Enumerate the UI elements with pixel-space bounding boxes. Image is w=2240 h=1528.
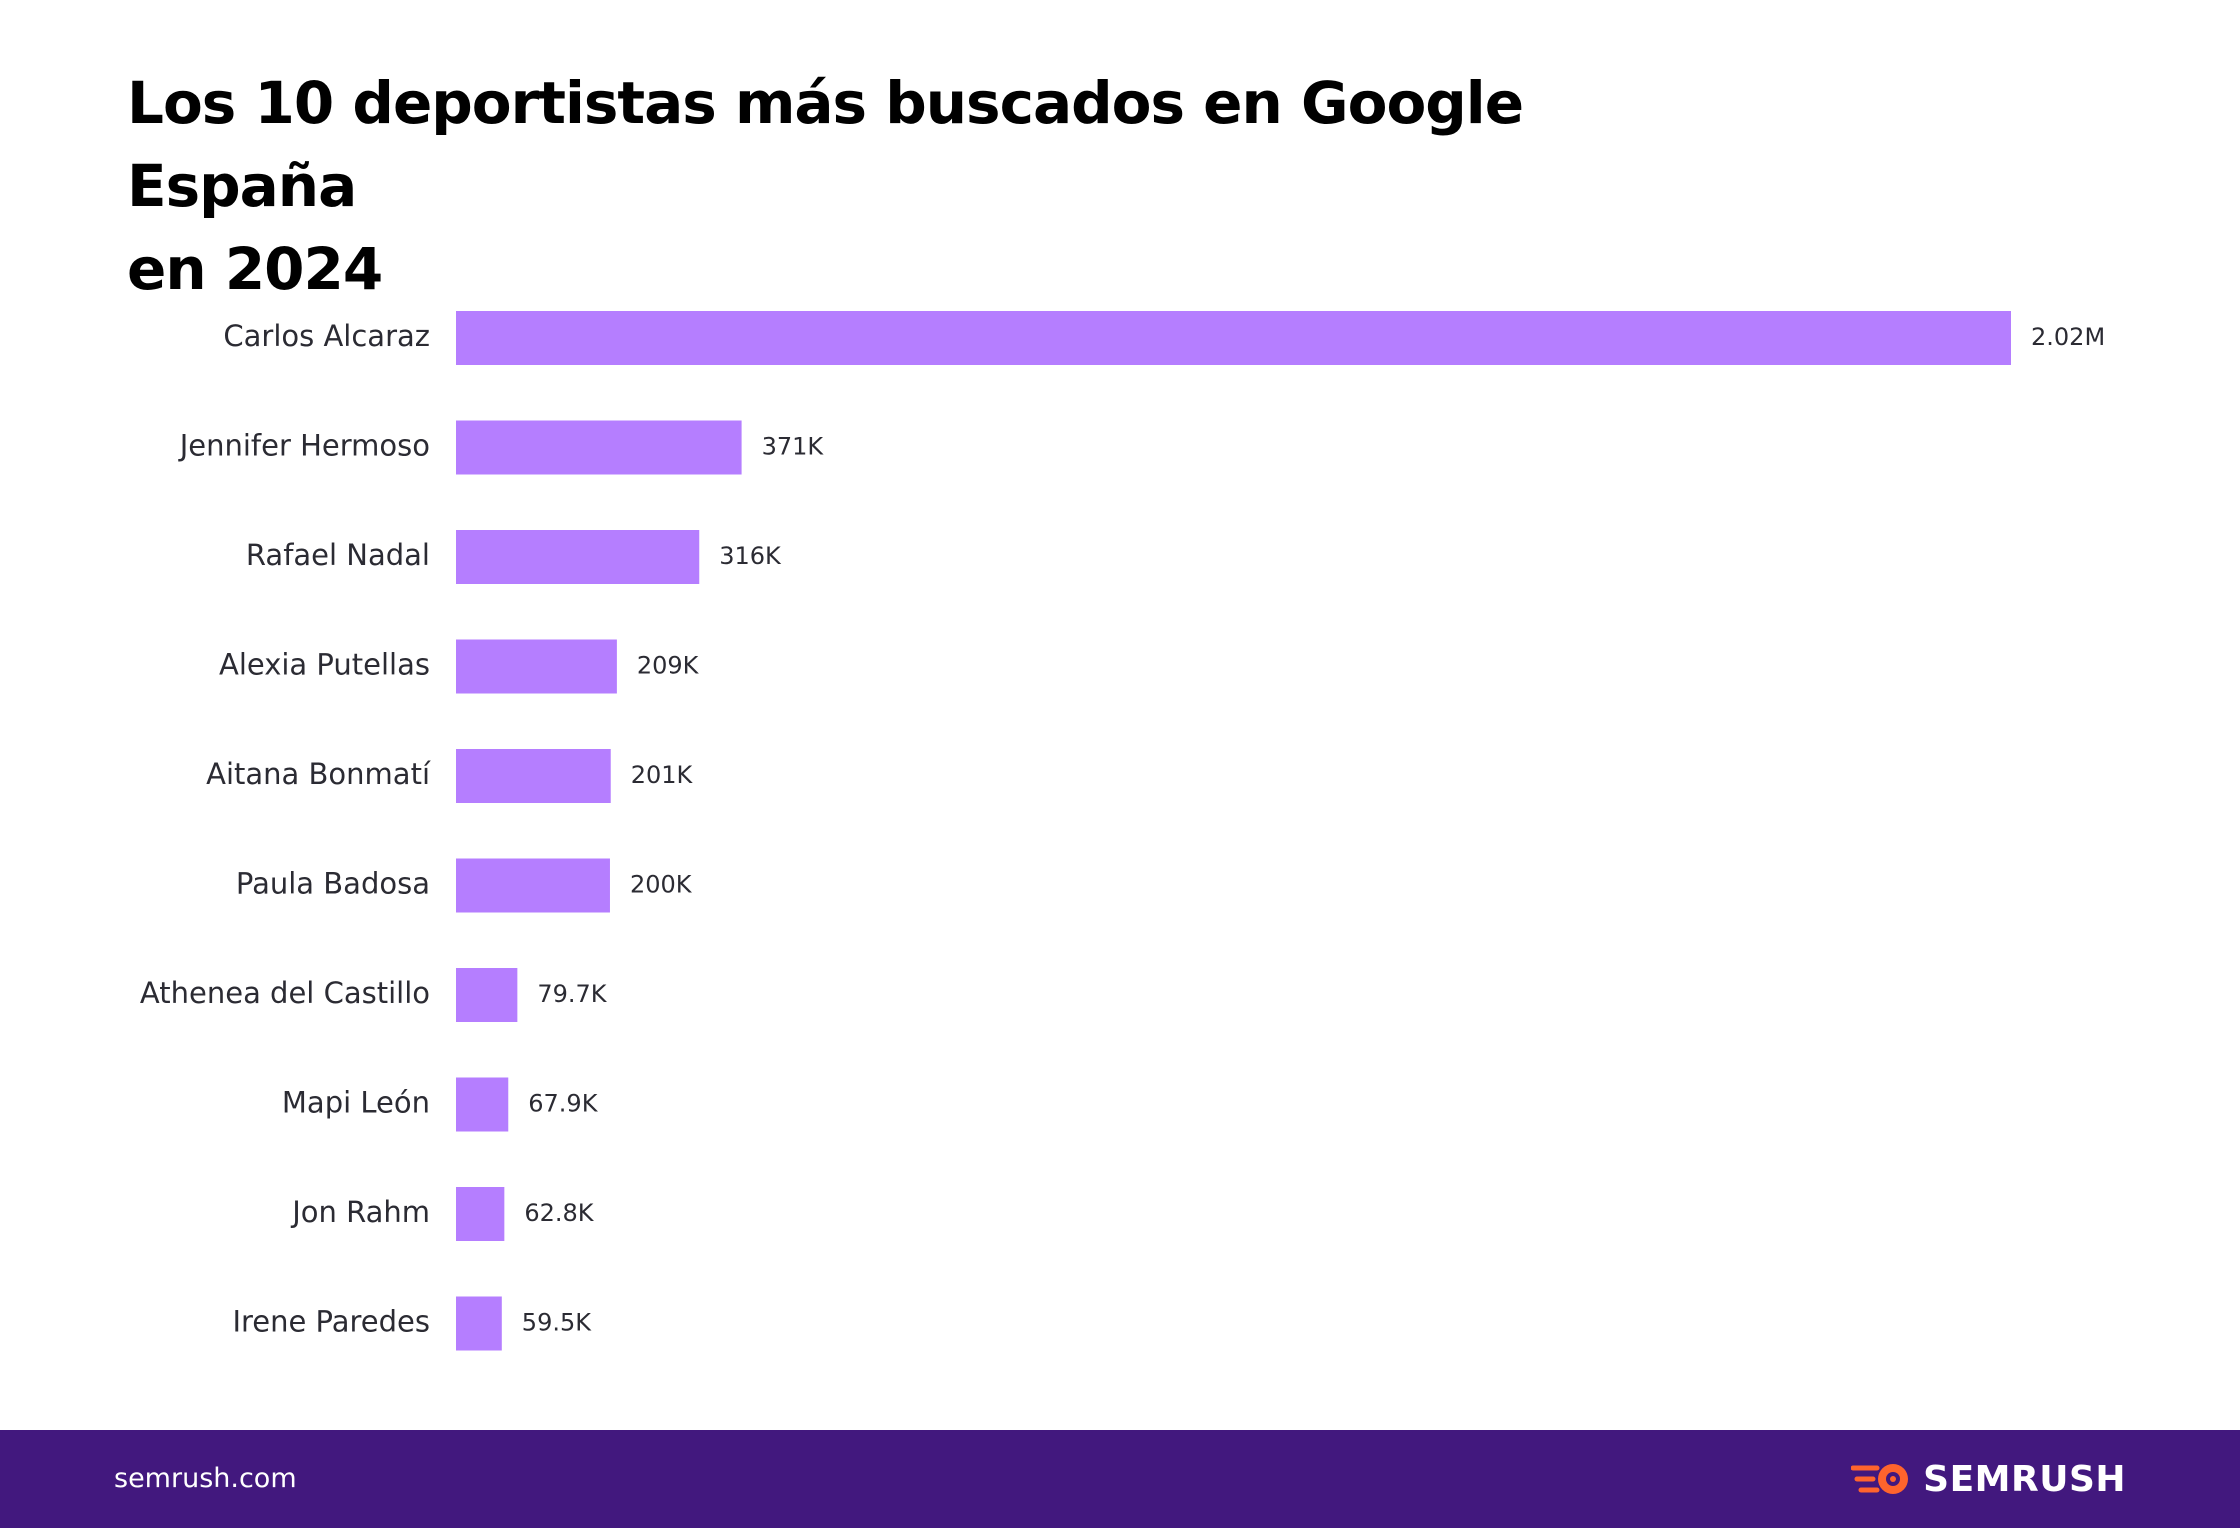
value-label: 59.5K (522, 1309, 592, 1337)
bar (456, 1077, 509, 1132)
bar-chart: Carlos Alcaraz 2.02M Jennifer Hermoso 371K R… (140, 311, 2105, 1351)
value-label: 201K (631, 761, 694, 789)
bar (456, 420, 742, 475)
bar (456, 858, 610, 913)
bar (456, 1296, 502, 1351)
value-label: 371K (762, 433, 825, 461)
value-label: 62.8K (524, 1199, 594, 1227)
value-label: 200K (630, 871, 693, 899)
category-label: Carlos Alcaraz (223, 319, 430, 353)
chart-title-line-2: en 2024 (127, 235, 383, 303)
bar (456, 749, 611, 803)
brand-name: SEMRUSH (1923, 1458, 2126, 1500)
category-label: Mapi León (282, 1086, 430, 1120)
category-label: Irene Paredes (232, 1305, 430, 1339)
bar (456, 311, 2011, 365)
value-label: 79.7K (537, 980, 607, 1008)
chart-title: Los 10 deportistas más buscados en Googl… (127, 62, 1727, 311)
semrush-flame-icon (1851, 1464, 1909, 1494)
footer-site-link[interactable]: semrush.com (114, 1463, 297, 1494)
bar (456, 968, 518, 1022)
category-label: Athenea del Castillo (140, 976, 430, 1010)
bar (456, 639, 617, 694)
category-label: Aitana Bonmatí (206, 757, 431, 791)
bar (456, 530, 700, 584)
bar (456, 1187, 505, 1241)
footer-bar: semrush.com SEMRUSH (0, 1430, 2240, 1528)
chart-title-line-1: Los 10 deportistas más buscados en Googl… (127, 69, 1524, 220)
value-label: 209K (637, 652, 700, 680)
category-label: Jennifer Hermoso (178, 429, 430, 463)
value-label: 67.9K (528, 1090, 598, 1118)
value-label: 2.02M (2031, 323, 2105, 351)
semrush-logo: SEMRUSH (1851, 1458, 2126, 1500)
category-label: Paula Badosa (236, 867, 430, 901)
category-label: Rafael Nadal (246, 538, 430, 572)
category-label: Alexia Putellas (219, 648, 430, 682)
category-label: Jon Rahm (290, 1195, 430, 1229)
value-label: 316K (719, 542, 782, 570)
